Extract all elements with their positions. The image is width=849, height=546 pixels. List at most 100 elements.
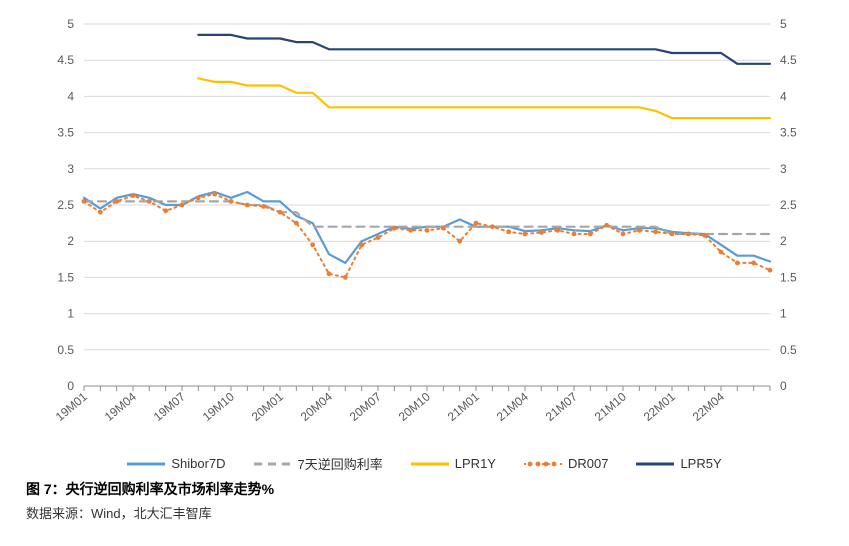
y-left-tick: 2 bbox=[67, 234, 74, 248]
legend-item: LPR5Y bbox=[636, 454, 721, 473]
series-marker-DR007 bbox=[327, 271, 332, 276]
series-marker-DR007 bbox=[457, 239, 462, 244]
y-right-tick: 2 bbox=[780, 234, 787, 248]
series-marker-DR007 bbox=[751, 261, 756, 266]
series-marker-DR007 bbox=[294, 221, 299, 226]
x-tick-label: 19M04 bbox=[102, 389, 139, 424]
line-chart: 000.50.5111.51.5222.52.5333.53.5444.54.5… bbox=[20, 10, 829, 450]
series-marker-DR007 bbox=[408, 228, 413, 233]
series-marker-DR007 bbox=[163, 208, 168, 213]
series-marker-DR007 bbox=[588, 232, 593, 237]
x-tick-label: 22M01 bbox=[641, 389, 678, 424]
series-line-LPR1Y bbox=[198, 78, 770, 118]
series-marker-DR007 bbox=[261, 204, 266, 209]
legend-swatch bbox=[254, 457, 292, 471]
series-marker-DR007 bbox=[670, 232, 675, 237]
chart-legend: Shibor7D 7天逆回购利率 LPR1Y DR007 LPR5Y bbox=[20, 454, 829, 473]
y-right-tick: 1.5 bbox=[780, 270, 797, 284]
series-marker-DR007 bbox=[376, 235, 381, 240]
legend-label: 7天逆回购利率 bbox=[298, 454, 383, 473]
y-right-tick: 0.5 bbox=[780, 343, 797, 357]
chart-caption: 图 7：央行逆回购利率及市场利率走势% 数据来源：Wind，北大汇丰智库 bbox=[20, 479, 829, 522]
series-marker-DR007 bbox=[523, 232, 528, 237]
legend-item: DR007 bbox=[524, 454, 608, 473]
legend-swatch bbox=[127, 457, 165, 471]
legend-label: LPR1Y bbox=[455, 456, 496, 471]
legend-label: Shibor7D bbox=[171, 456, 225, 471]
y-left-tick: 0 bbox=[67, 379, 74, 393]
x-tick-label: 21M07 bbox=[543, 389, 580, 424]
series-line-LPR5Y bbox=[198, 35, 770, 64]
y-left-tick: 5 bbox=[67, 17, 74, 31]
series-marker-DR007 bbox=[506, 229, 511, 234]
x-tick-label: 22M04 bbox=[690, 389, 727, 424]
series-marker-DR007 bbox=[359, 242, 364, 247]
y-right-tick: 5 bbox=[780, 17, 787, 31]
y-right-tick: 3 bbox=[780, 162, 787, 176]
y-right-tick: 0 bbox=[780, 379, 787, 393]
series-marker-DR007 bbox=[278, 210, 283, 215]
chart-container: 000.50.5111.51.5222.52.5333.53.5444.54.5… bbox=[0, 0, 849, 546]
series-marker-DR007 bbox=[114, 199, 119, 204]
series-marker-DR007 bbox=[702, 233, 707, 238]
y-left-tick: 1.5 bbox=[57, 270, 74, 284]
y-right-tick: 3.5 bbox=[780, 126, 797, 140]
series-marker-DR007 bbox=[147, 199, 152, 204]
series-marker-DR007 bbox=[572, 232, 577, 237]
x-tick-label: 20M10 bbox=[396, 389, 433, 424]
series-marker-DR007 bbox=[555, 228, 560, 233]
y-left-tick: 3 bbox=[67, 162, 74, 176]
y-left-tick: 4.5 bbox=[57, 53, 74, 67]
series-marker-DR007 bbox=[768, 268, 773, 273]
legend-label: DR007 bbox=[568, 456, 608, 471]
y-left-tick: 2.5 bbox=[57, 198, 74, 212]
series-marker-DR007 bbox=[98, 210, 103, 215]
x-tick-label: 20M07 bbox=[347, 389, 384, 424]
legend-item: LPR1Y bbox=[411, 454, 496, 473]
x-tick-label: 19M01 bbox=[53, 389, 90, 424]
y-right-tick: 1 bbox=[780, 307, 787, 321]
series-marker-DR007 bbox=[490, 224, 495, 229]
series-marker-DR007 bbox=[212, 192, 217, 197]
y-right-tick: 2.5 bbox=[780, 198, 797, 212]
series-marker-DR007 bbox=[310, 242, 315, 247]
series-marker-DR007 bbox=[686, 232, 691, 237]
legend-label: LPR5Y bbox=[680, 456, 721, 471]
x-tick-label: 19M10 bbox=[200, 389, 237, 424]
series-marker-DR007 bbox=[539, 230, 544, 235]
x-tick-label: 21M10 bbox=[592, 389, 629, 424]
series-marker-DR007 bbox=[719, 250, 724, 255]
series-marker-DR007 bbox=[441, 226, 446, 231]
y-left-tick: 1 bbox=[67, 307, 74, 321]
series-marker-DR007 bbox=[343, 275, 348, 280]
series-marker-DR007 bbox=[180, 203, 185, 208]
legend-swatch bbox=[524, 457, 562, 471]
series-marker-DR007 bbox=[474, 221, 479, 226]
series-marker-DR007 bbox=[425, 228, 430, 233]
y-left-tick: 0.5 bbox=[57, 343, 74, 357]
legend-swatch bbox=[411, 457, 449, 471]
series-marker-DR007 bbox=[229, 199, 234, 204]
series-marker-DR007 bbox=[637, 228, 642, 233]
series-marker-DR007 bbox=[131, 193, 136, 198]
y-right-tick: 4 bbox=[780, 89, 787, 103]
caption-title: 图 7：央行逆回购利率及市场利率走势% bbox=[26, 479, 829, 499]
x-tick-label: 19M07 bbox=[151, 389, 188, 424]
series-marker-DR007 bbox=[196, 195, 201, 200]
x-tick-label: 20M04 bbox=[298, 389, 335, 424]
y-right-tick: 4.5 bbox=[780, 53, 797, 67]
x-tick-label: 21M04 bbox=[494, 389, 531, 424]
legend-item: Shibor7D bbox=[127, 454, 225, 473]
legend-swatch bbox=[636, 457, 674, 471]
x-tick-label: 21M01 bbox=[445, 389, 482, 424]
caption-source: 数据来源：Wind，北大汇丰智库 bbox=[26, 503, 829, 522]
x-tick-label: 20M01 bbox=[249, 389, 286, 424]
series-marker-DR007 bbox=[735, 261, 740, 266]
series-marker-DR007 bbox=[653, 229, 658, 234]
series-line-DR007 bbox=[84, 194, 770, 277]
series-marker-DR007 bbox=[604, 223, 609, 228]
series-marker-DR007 bbox=[392, 226, 397, 231]
series-marker-DR007 bbox=[82, 199, 87, 204]
y-left-tick: 3.5 bbox=[57, 126, 74, 140]
series-marker-DR007 bbox=[245, 203, 250, 208]
